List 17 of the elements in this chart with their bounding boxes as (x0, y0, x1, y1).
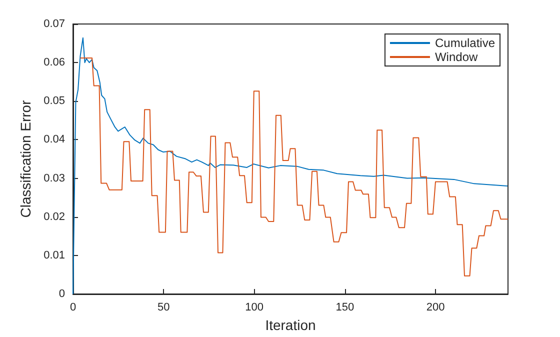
x-tick-label: 50 (158, 302, 170, 314)
x-tick-label: 200 (426, 302, 445, 314)
y-tick-label: 0.07 (44, 18, 65, 30)
y-tick-label: 0.03 (44, 172, 65, 184)
y-tick-label: 0.01 (44, 249, 65, 262)
y-tick-label: 0.02 (44, 210, 65, 223)
x-tick-label: 100 (245, 302, 264, 314)
x-tick-label: 0 (70, 302, 76, 314)
y-tick-label: 0 (58, 288, 65, 300)
y-tick-label: 0.04 (44, 134, 65, 146)
x-tick-label: 150 (336, 302, 354, 314)
legend-label: Cumulative (434, 36, 496, 50)
y-axis-title: Classification Error (18, 100, 34, 218)
y-tick-label: 0.05 (44, 95, 65, 108)
legend-label: Window (434, 50, 478, 64)
y-tick-label: 0.06 (44, 56, 65, 69)
x-axis-title: Iteration (265, 317, 316, 333)
